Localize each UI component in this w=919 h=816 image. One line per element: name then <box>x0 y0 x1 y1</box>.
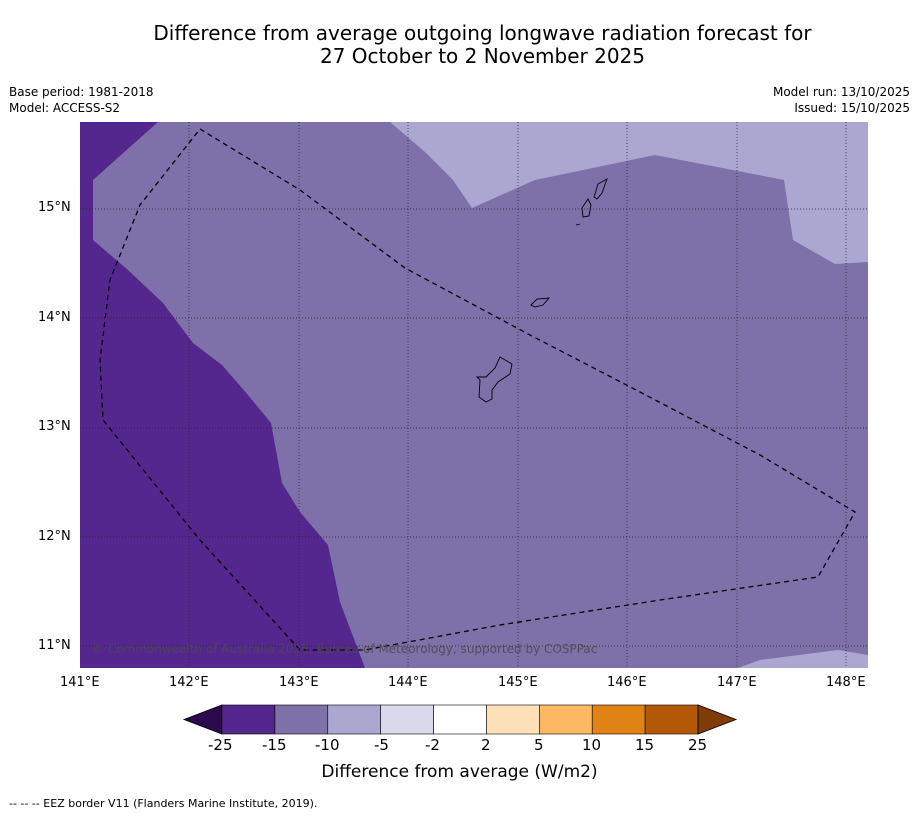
lon-tick-141: 141°E <box>60 675 100 690</box>
base-period: Base period: 1981-2018 <box>9 85 154 99</box>
island-guam <box>475 356 513 403</box>
issued-date: Issued: 15/10/2025 <box>794 101 910 115</box>
lon-tick-146: 146°E <box>607 675 647 690</box>
colorbar-bin <box>486 704 540 735</box>
colorbar-bin <box>221 704 276 735</box>
region-minus10-north <box>390 122 868 264</box>
colorbar-title: Difference from average (W/m2) <box>0 762 919 782</box>
footnote: -- -- -- EEZ border V11 (Flanders Marine… <box>9 797 318 810</box>
lat-tick-12: 12°N <box>38 529 71 544</box>
cbar-tick-10: 10 <box>582 736 602 754</box>
lon-tick-142: 142°E <box>169 675 209 690</box>
cbar-tick-5: 5 <box>534 736 544 754</box>
cbar-tick-25: 25 <box>688 736 708 754</box>
cbar-tick-2: 2 <box>481 736 491 754</box>
island-rota <box>530 297 551 308</box>
lat-tick-11: 11°N <box>38 638 71 653</box>
colorbar-bin <box>539 704 593 735</box>
meta-right: Model run: 13/10/2025 Issued: 15/10/2025 <box>773 84 910 116</box>
lon-tick-143: 143°E <box>279 675 319 690</box>
colorbar-bin <box>433 704 487 735</box>
colorbar-extend-low <box>182 704 223 735</box>
lat-tick-14: 14°N <box>38 310 71 325</box>
region-minus15-west <box>80 122 365 668</box>
model-run: Model run: 13/10/2025 <box>772 85 910 99</box>
cbar-tick-minus5: -5 <box>374 736 389 754</box>
map-panel <box>80 122 868 668</box>
eez-border <box>99 128 856 651</box>
map-title: Difference from average outgoing longwav… <box>0 22 919 68</box>
colorbar-title-text: Difference from average (W/m2) <box>321 762 598 782</box>
gridlines <box>80 122 868 668</box>
title-line-2: 27 October to 2 November 2025 <box>319 44 646 68</box>
colorbar-bin <box>644 704 699 735</box>
island-aguijan <box>575 223 581 226</box>
cbar-tick-15: 15 <box>635 736 655 754</box>
cbar-tick-minus25: -25 <box>208 736 233 754</box>
lat-tick-13: 13°N <box>38 419 71 434</box>
meta-left: Base period: 1981-2018 Model: ACCESS-S2 <box>9 84 154 116</box>
cbar-tick-minus2: -2 <box>425 736 440 754</box>
colorbar-bin <box>591 704 646 735</box>
lon-tick-145: 145°E <box>498 675 538 690</box>
copyright-notice: © Commonwealth of Australia 2025, Bureau… <box>92 642 598 656</box>
lon-tick-147: 147°E <box>717 675 757 690</box>
region-minus10-southeast <box>738 650 868 668</box>
model-name: Model: ACCESS-S2 <box>9 101 121 115</box>
colorbar-extend-high <box>697 704 738 735</box>
colorbar-bin <box>274 704 329 735</box>
title-line-1: Difference from average outgoing longwav… <box>153 21 812 45</box>
cbar-tick-minus10: -10 <box>315 736 340 754</box>
colorbar-bin <box>327 704 381 735</box>
lon-tick-144: 144°E <box>388 675 428 690</box>
colorbar-bin <box>380 704 434 735</box>
islands <box>475 178 608 403</box>
colorbar <box>182 704 738 735</box>
lon-tick-148: 148°E <box>826 675 866 690</box>
lat-tick-15: 15°N <box>38 200 71 215</box>
island-tinian <box>581 198 592 218</box>
island-saipan <box>593 178 608 200</box>
cbar-tick-minus15: -15 <box>262 736 287 754</box>
